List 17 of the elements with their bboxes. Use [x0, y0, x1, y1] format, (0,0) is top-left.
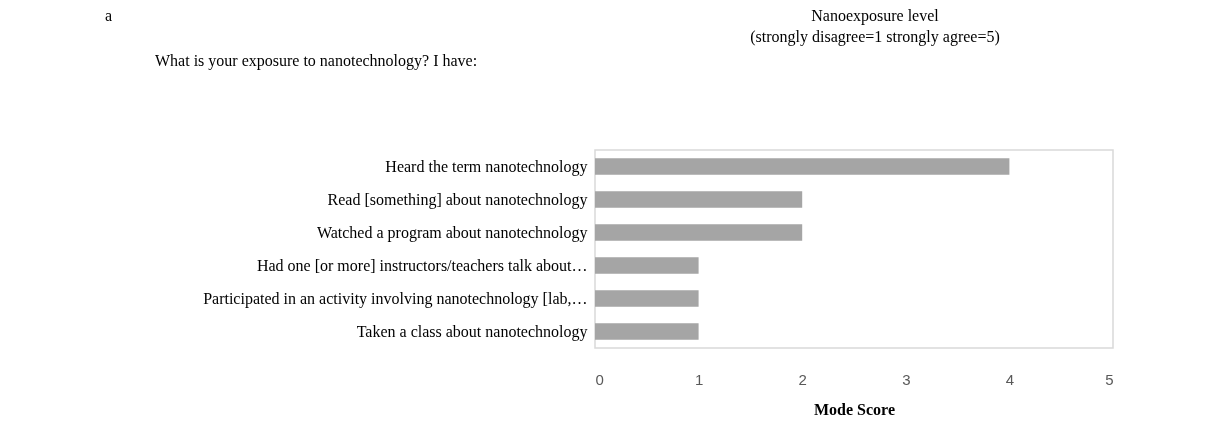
- x-axis-title: Mode Score: [813, 400, 896, 418]
- text: a: [105, 7, 113, 24]
- x-tick-label: 4: [1005, 370, 1015, 388]
- chart-title: Nanoexposure level: [811, 7, 940, 25]
- y-tick-label: Had one [or more] instructors/teachers talk about…: [256, 256, 588, 274]
- chart-subtitle: (strongly disagree=1 strongly agree=5): [750, 28, 1000, 46]
- x-tick-label: 1: [694, 370, 704, 388]
- x-tick-label: 5: [1105, 370, 1114, 388]
- y-tick-label: Taken a class about nanotechnology: [356, 322, 588, 341]
- y-tick-label: Read [something] about nanotechnology: [327, 190, 588, 209]
- text: What is your exposure to nanotechnology? I have:: [155, 52, 478, 70]
- y-tick-label: Watched a program about nanotechnology: [316, 223, 588, 242]
- x-tick-label: 3: [902, 370, 911, 388]
- x-tick-label: 0: [595, 370, 604, 388]
- y-tick-label: Participated in an activity involving nanotechnology [lab,…: [203, 289, 588, 308]
- y-tick-label: Heard the term nanotechnology: [385, 157, 588, 176]
- x-tick-label: 2: [798, 370, 807, 388]
